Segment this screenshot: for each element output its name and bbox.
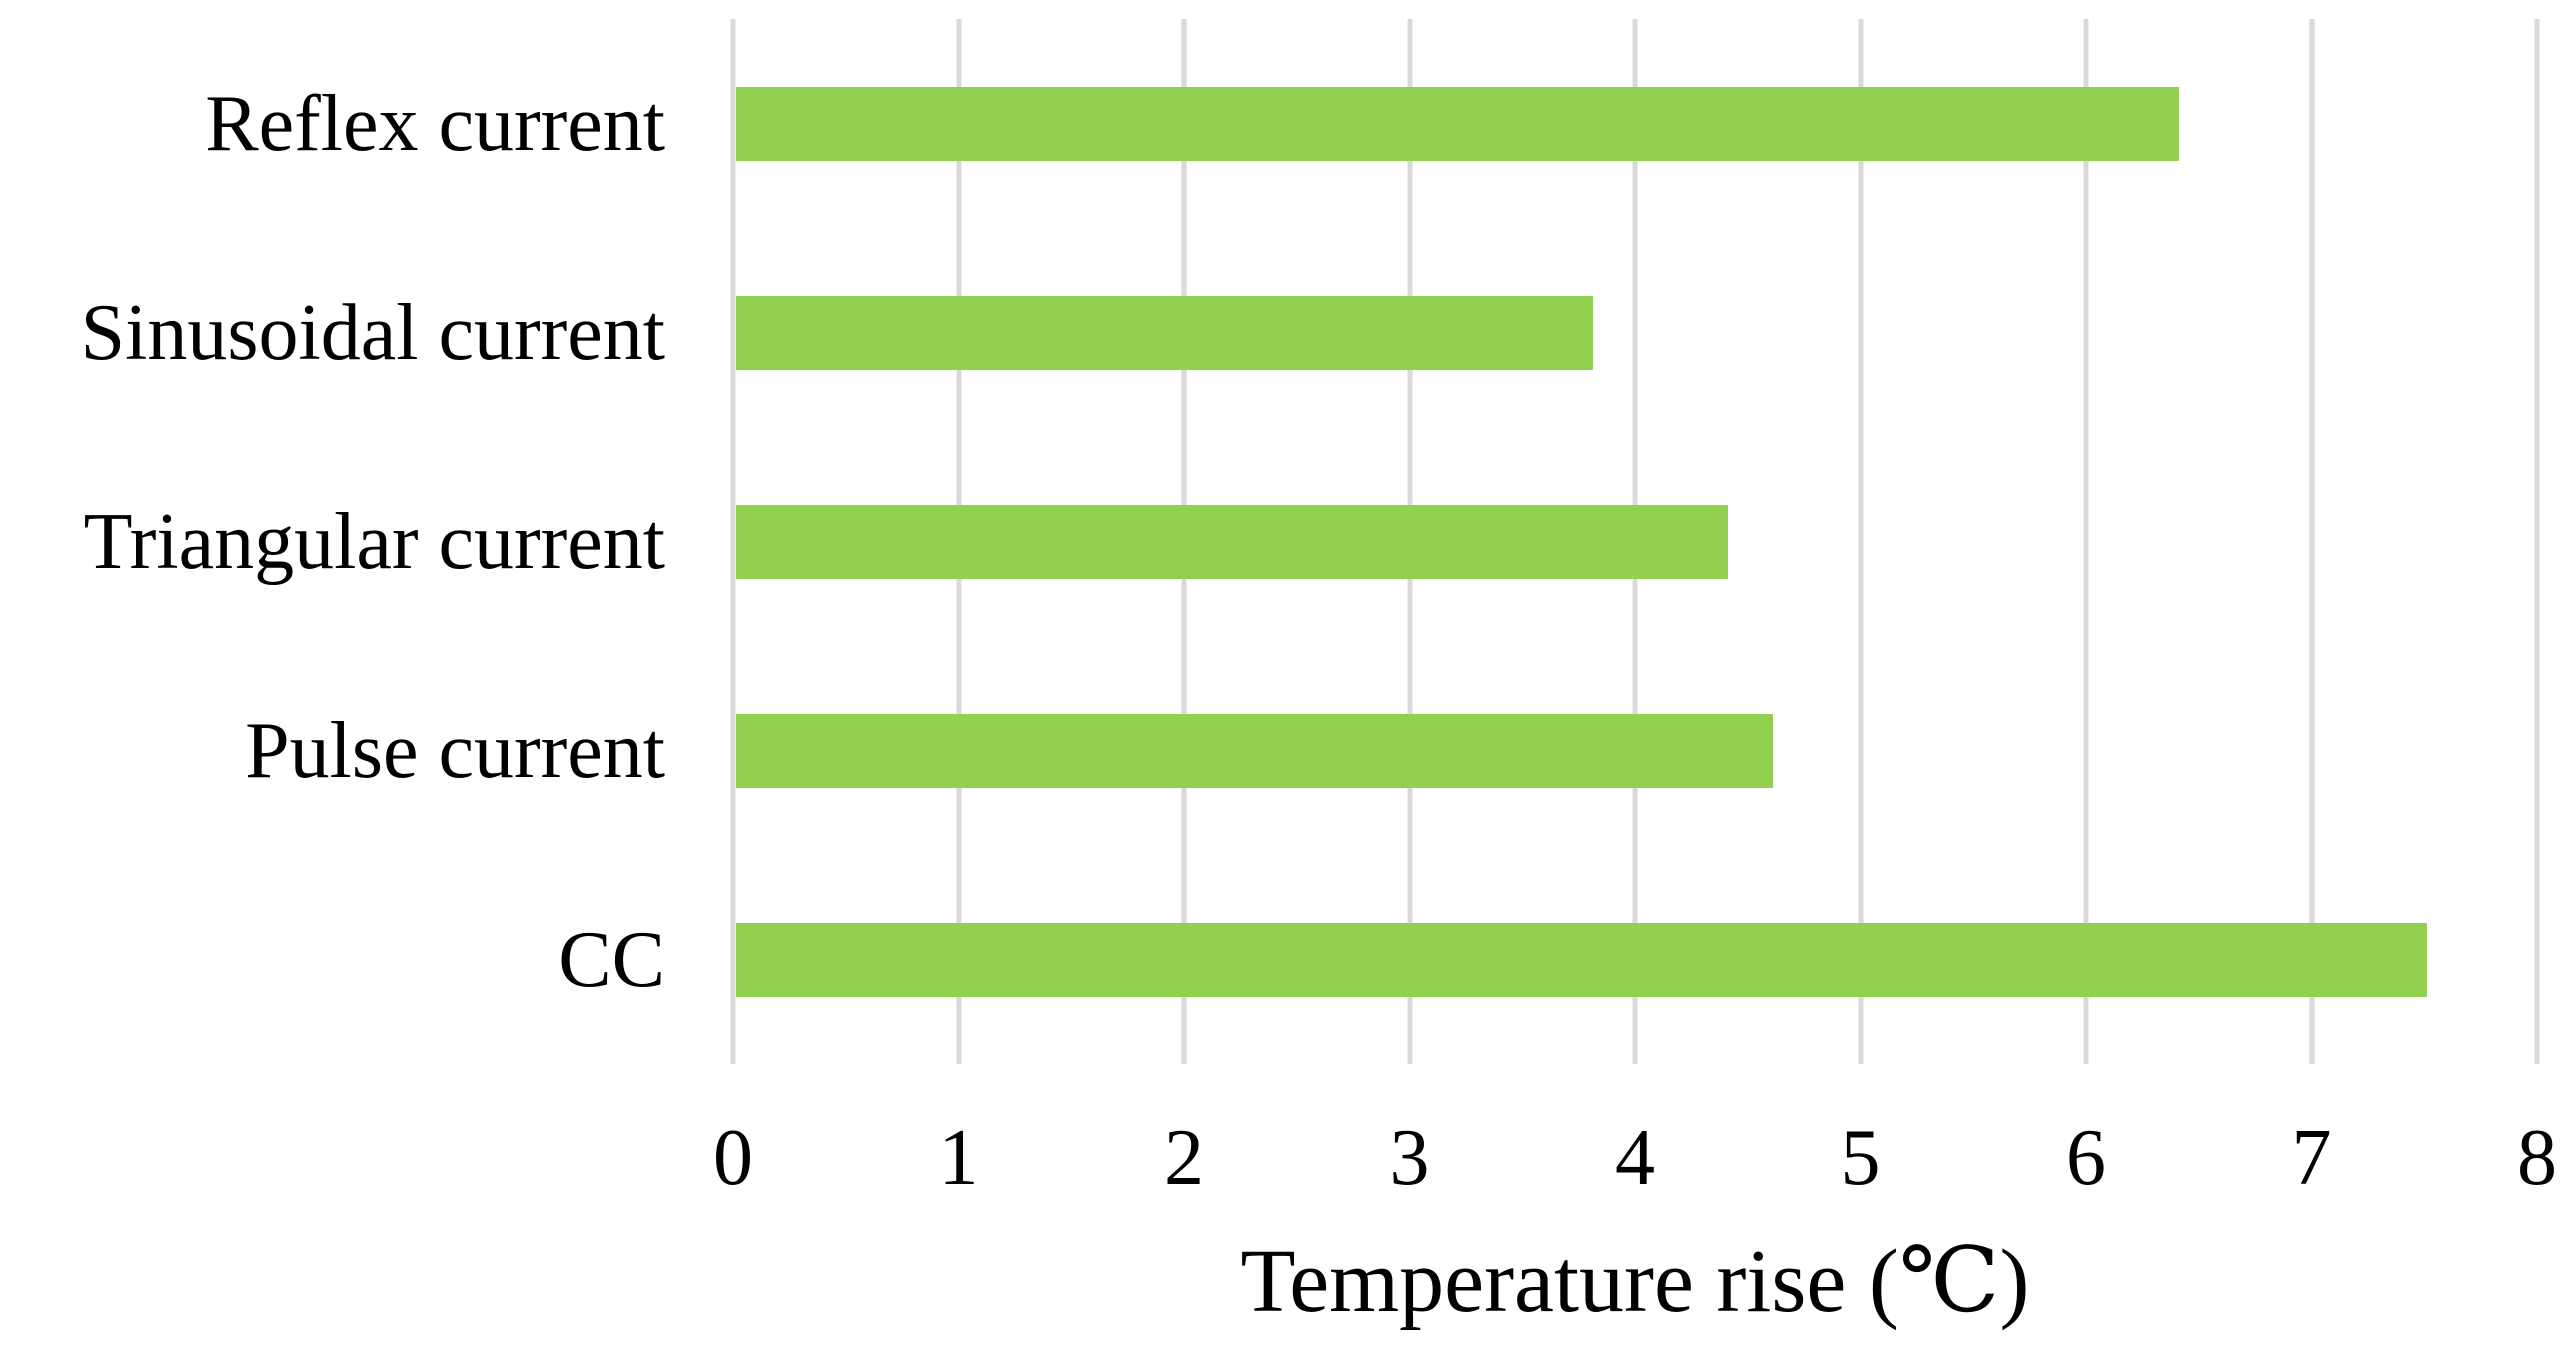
gridline <box>1858 19 1863 1064</box>
category-label: Reflex current <box>205 79 665 168</box>
x-tick-label: 7 <box>2291 1114 2332 1202</box>
x-tick-label: 8 <box>2517 1114 2557 1202</box>
bar-row <box>733 19 2537 228</box>
bar-row <box>733 646 2537 855</box>
category-labels: Reflex current Sinusoidal current Triangul… <box>0 19 701 1064</box>
x-tick-label: 1 <box>938 1114 979 1202</box>
x-tick-label: 4 <box>1615 1114 1655 1202</box>
x-tick-label: 3 <box>1389 1114 1430 1202</box>
bar-row <box>733 228 2537 437</box>
category-label: Pulse current <box>245 706 665 795</box>
gridline <box>2309 19 2314 1064</box>
x-tick-label: 0 <box>713 1114 753 1202</box>
bar <box>736 922 2428 997</box>
bar-row <box>733 437 2537 646</box>
category-label: Triangular current <box>83 497 665 586</box>
bar <box>736 295 1593 370</box>
x-tick-label: 5 <box>1840 1114 1881 1202</box>
x-axis-title: Temperature rise (℃) <box>1240 1232 2030 1331</box>
bar <box>736 86 2180 161</box>
bar <box>736 504 1729 579</box>
gridline <box>730 19 736 1064</box>
plot-area <box>730 19 2540 1064</box>
x-axis-ticks: 0 1 2 3 4 5 6 7 8 <box>713 1114 2557 1208</box>
gridline <box>2083 19 2089 1064</box>
gridline <box>2534 19 2540 1064</box>
x-tick-label: 2 <box>1164 1114 1204 1202</box>
category-label: CC <box>558 915 665 1004</box>
category-label: Sinusoidal current <box>80 288 665 377</box>
bar <box>736 713 1774 788</box>
x-tick-label: 6 <box>2066 1114 2106 1202</box>
bar-row <box>733 855 2537 1064</box>
bars <box>733 19 2537 1064</box>
